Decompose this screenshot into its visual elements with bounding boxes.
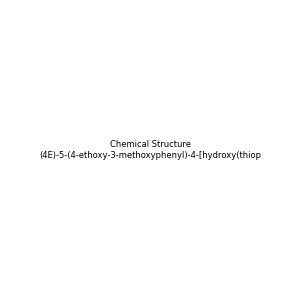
Text: Chemical Structure
(4E)-5-(4-ethoxy-3-methoxyphenyl)-4-[hydroxy(thiop: Chemical Structure (4E)-5-(4-ethoxy-3-me…	[39, 140, 261, 160]
